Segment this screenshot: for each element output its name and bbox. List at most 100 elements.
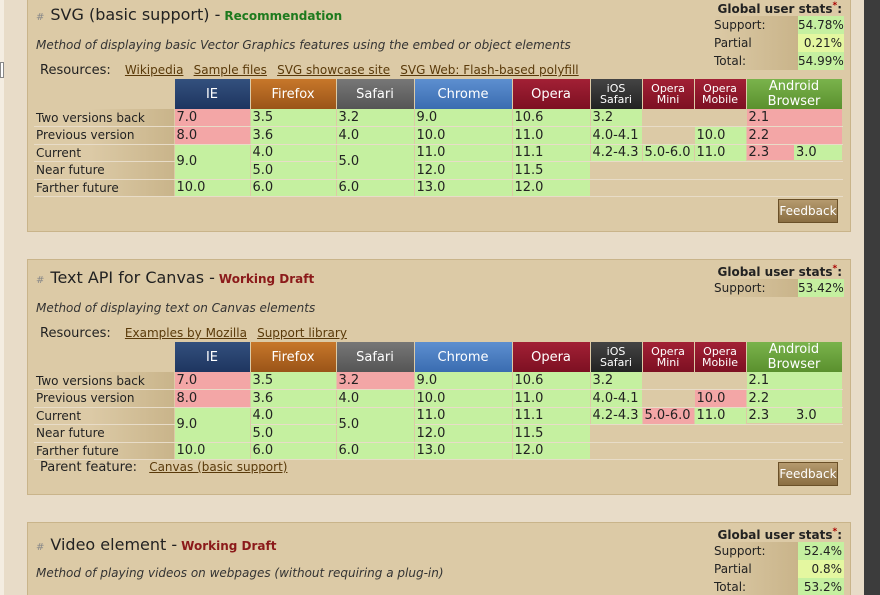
browser-header-omob: Opera Mobile — [694, 342, 747, 372]
feedback-button[interactable]: Feedback — [778, 199, 838, 223]
support-cell: 12.0 — [512, 179, 591, 197]
support-cell: 2.3 3.0 — [746, 144, 843, 162]
empty-cell — [746, 424, 843, 443]
browser-header-ios: iOS Safari — [590, 342, 643, 372]
resource-link-sample-files[interactable]: Sample files — [193, 63, 267, 77]
feature-status: Working Draft — [181, 539, 277, 553]
parent-feature-label: Parent feature: — [40, 460, 138, 475]
global-user-stats: Global user stats*: Support: 53.42% — [712, 264, 844, 297]
empty-cell — [694, 161, 747, 180]
stats-value: 0.21% — [798, 34, 844, 52]
row-label: Near future — [34, 424, 175, 443]
compat-row: Previous version 8.0 3.6 4.0 10.0 11.0 4.0-4.1… — [34, 126, 843, 145]
support-cell: 3.0 — [794, 408, 842, 424]
feature-status: Working Draft — [218, 272, 315, 286]
support-cell: 3.6 — [250, 389, 337, 408]
anchor-hash-icon[interactable]: # — [36, 12, 45, 23]
support-cell: 9.0 — [174, 144, 251, 180]
feature-card-video: # Video element - Working Draft Method of … — [27, 522, 851, 595]
row-label: Near future — [34, 161, 175, 180]
support-cell: 5.0 — [250, 161, 337, 180]
resource-link-svg-web[interactable]: SVG Web: Flash-based polyfill — [400, 63, 579, 77]
browser-header-om: Opera Mini — [642, 342, 695, 372]
support-cell: 11.0 — [414, 407, 513, 425]
left-edge-tab[interactable] — [0, 62, 4, 78]
feature-title: # Video element - Working Draft — [36, 535, 277, 554]
support-cell: 2.2 — [746, 389, 843, 408]
support-cell: 11.0 — [512, 389, 591, 408]
support-cell: 3.2 — [590, 372, 643, 390]
support-cell: 2.1 — [746, 109, 843, 127]
empty-cell — [746, 161, 843, 180]
compat-table: IE Firefox Safari Chrome Opera iOS Safari Oper… — [34, 342, 843, 460]
support-cell: 12.0 — [414, 424, 513, 443]
support-cell: 12.0 — [512, 442, 591, 460]
compat-row: Previous version 8.0 3.6 4.0 10.0 11.0 4.0-4.1… — [34, 389, 843, 408]
stats-title: Global user stats*: — [717, 527, 843, 542]
stats-value: 53.2% — [798, 578, 844, 595]
feature-title-text: Text API for Canvas — [50, 268, 205, 287]
resource-link-svg-showcase[interactable]: SVG showcase site — [277, 63, 391, 77]
feedback-button[interactable]: Feedback — [778, 462, 838, 486]
support-cell: 3.2 — [336, 109, 415, 127]
empty-cell — [642, 442, 695, 460]
support-cell: 13.0 — [414, 442, 513, 460]
support-cell: 4.0 — [336, 389, 415, 408]
feature-description: Method of playing videos on webpages (wi… — [36, 566, 444, 580]
support-cell: 4.2-4.3 — [590, 407, 643, 425]
browser-header-ch: Chrome — [414, 342, 513, 372]
feature-card-svg: # SVG (basic support) - Recommendation Met… — [27, 0, 851, 232]
support-cell: 12.0 — [414, 161, 513, 180]
compat-row: Two versions back 7.0 3.5 3.2 9.0 10.6 3.2 2.1 — [34, 109, 843, 127]
support-cell: 4.0 — [250, 407, 337, 425]
feature-title: # Text API for Canvas - Working Draft — [36, 268, 315, 287]
support-cell: 10.0 — [414, 389, 513, 408]
empty-cell — [642, 161, 695, 180]
row-label: Current — [34, 144, 175, 162]
support-cell: 8.0 — [174, 126, 251, 145]
right-page-edge — [864, 0, 880, 595]
feature-title-text: Video element — [50, 535, 167, 554]
resource-link-support-library[interactable]: Support library — [257, 326, 347, 340]
stats-title: Global user stats*: — [717, 1, 843, 16]
support-cell: 10.0 — [174, 179, 251, 197]
support-cell: 11.0 — [694, 407, 747, 425]
parent-feature-link[interactable]: Canvas (basic support) — [149, 460, 288, 474]
empty-cell — [642, 424, 695, 443]
support-cell: 11.0 — [694, 144, 747, 162]
anchor-hash-icon[interactable]: # — [36, 542, 45, 553]
support-cell: 3.5 — [250, 372, 337, 390]
empty-cell — [746, 179, 843, 197]
support-cell: 4.2-4.3 — [590, 144, 643, 162]
empty-cell — [694, 109, 747, 127]
compat-row: Farther future 10.0 6.0 6.0 13.0 12.0 — [34, 442, 843, 460]
support-cell: 6.0 — [250, 179, 337, 197]
support-cell: 3.2 — [336, 372, 415, 390]
browser-header-ios: iOS Safari — [590, 79, 643, 109]
empty-cell — [590, 179, 643, 197]
support-cell: 13.0 — [414, 179, 513, 197]
empty-cell — [642, 389, 695, 408]
support-cell: 9.0 — [414, 372, 513, 390]
support-cell: 4.0 — [250, 144, 337, 162]
support-cell: 11.0 — [512, 126, 591, 145]
stats-label: Partial support: — [712, 34, 798, 68]
stats-row: Support: 53.42% — [712, 279, 844, 297]
support-cell: 7.0 — [174, 109, 251, 127]
stats-value: 54.78% — [798, 16, 844, 34]
compat-row: Current 9.0 4.0 5.0 11.0 11.1 4.2-4.3 5.0-6.0 11… — [34, 407, 843, 443]
global-user-stats: Global user stats*: Support: 54.78% Parti… — [712, 1, 844, 70]
stats-row: Total: 53.2% — [712, 578, 844, 595]
support-cell: 11.1 — [512, 144, 591, 162]
resource-link-examples-mozilla[interactable]: Examples by Mozilla — [124, 326, 247, 340]
left-page-edge — [0, 0, 4, 595]
support-cell: 2.3 3.0 — [746, 407, 843, 425]
stats-label: Support: — [712, 279, 798, 297]
empty-cell — [642, 179, 695, 197]
anchor-hash-icon[interactable]: # — [36, 275, 45, 286]
resource-link-wikipedia[interactable]: Wikipedia — [124, 63, 184, 77]
stats-label: Support: — [712, 16, 798, 34]
empty-cell — [694, 372, 747, 390]
support-cell: 9.0 — [174, 407, 251, 443]
row-label: Farther future — [34, 442, 175, 460]
